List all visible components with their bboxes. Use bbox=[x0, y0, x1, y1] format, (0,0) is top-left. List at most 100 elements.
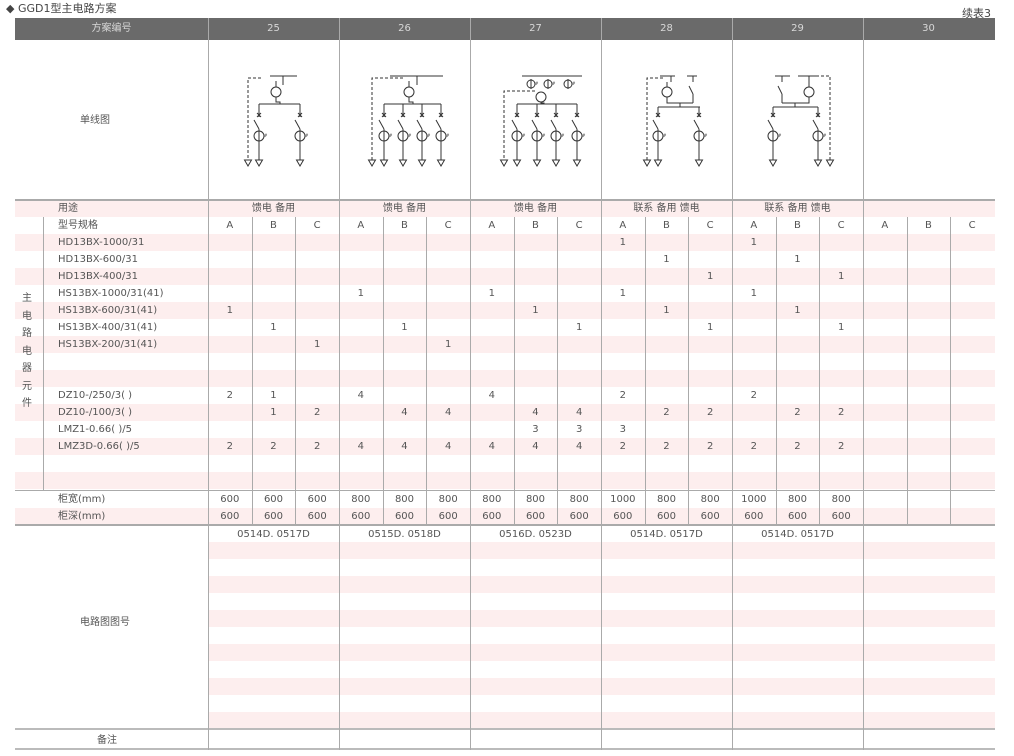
component-quantity: 2 bbox=[663, 441, 670, 452]
depth-value: 600 bbox=[569, 511, 589, 522]
width-value: 800 bbox=[656, 494, 677, 505]
svg-text:#: # bbox=[408, 133, 412, 138]
sub-column-header: A bbox=[357, 220, 365, 231]
component-quantity: 4 bbox=[357, 390, 365, 401]
divider bbox=[688, 217, 689, 525]
component-quantity: 1 bbox=[313, 339, 321, 350]
width-value: 800 bbox=[787, 494, 808, 505]
component-quantity: 2 bbox=[226, 441, 234, 452]
component-quantity: 2 bbox=[794, 441, 801, 452]
depth-value bbox=[950, 508, 994, 525]
component-name: HD13BX-600/31 bbox=[58, 254, 138, 265]
component-quantity: 1 bbox=[706, 322, 714, 333]
row-stripe bbox=[15, 268, 995, 285]
group-label-char: 电 bbox=[22, 345, 32, 357]
component-quantity: 2 bbox=[750, 390, 758, 401]
component-quantity: 2 bbox=[794, 407, 801, 418]
svg-text:#: # bbox=[704, 133, 708, 138]
component-quantity: 4 bbox=[488, 441, 496, 452]
sub-column-header: C bbox=[444, 220, 452, 231]
sub-column-header: A bbox=[488, 220, 496, 231]
divider bbox=[950, 217, 951, 525]
svg-text:#: # bbox=[542, 133, 546, 138]
width-value bbox=[950, 491, 994, 508]
sub-column-header: B bbox=[532, 220, 539, 231]
depth-label: 柜深(mm) bbox=[58, 511, 106, 522]
component-quantity: 1 bbox=[663, 254, 670, 265]
component-quantity: 4 bbox=[444, 441, 452, 452]
divider bbox=[252, 217, 253, 525]
row-stripe bbox=[15, 302, 995, 319]
component-name: LMZ1-0.66( )/5 bbox=[58, 424, 132, 435]
component-name: HS13BX-1000/31(41) bbox=[58, 288, 164, 299]
sub-column-header: A bbox=[619, 220, 627, 231]
component-quantity: 1 bbox=[750, 288, 758, 299]
divider bbox=[383, 217, 384, 525]
divider bbox=[15, 728, 995, 730]
depth-value: 600 bbox=[307, 511, 327, 522]
divider bbox=[514, 217, 515, 525]
circuit-number: 0514D. 0517D bbox=[630, 529, 703, 540]
svg-text:#: # bbox=[446, 133, 450, 138]
component-quantity: 1 bbox=[270, 407, 277, 418]
width-value: 800 bbox=[438, 494, 458, 505]
single-line-diagram: # # bbox=[601, 40, 732, 200]
svg-text:#: # bbox=[823, 133, 827, 138]
component-quantity: 4 bbox=[488, 390, 496, 401]
sub-column-header: A bbox=[750, 220, 758, 231]
row-stripe bbox=[15, 438, 995, 455]
svg-text:#: # bbox=[582, 133, 586, 138]
component-quantity: 1 bbox=[794, 305, 801, 316]
divider bbox=[776, 217, 777, 525]
circuit-number: 0514D. 0517D bbox=[237, 529, 310, 540]
scheme-number: 30 bbox=[922, 23, 935, 34]
row-stripe bbox=[15, 370, 995, 387]
component-quantity: 1 bbox=[532, 305, 539, 316]
usage-value bbox=[863, 200, 994, 217]
scheme-number: 27 bbox=[529, 23, 542, 34]
sub-column-header: B bbox=[270, 220, 277, 231]
width-value bbox=[907, 491, 951, 508]
component-quantity: 1 bbox=[663, 305, 670, 316]
width-value: 600 bbox=[307, 494, 327, 505]
component-quantity: 2 bbox=[706, 441, 714, 452]
component-quantity: 2 bbox=[313, 407, 321, 418]
component-quantity: 3 bbox=[619, 424, 627, 435]
sub-column-header: C bbox=[575, 220, 583, 231]
width-value: 600 bbox=[263, 494, 284, 505]
depth-value: 600 bbox=[656, 511, 677, 522]
diagram-label: 单线图 bbox=[80, 115, 110, 126]
sub-column-header: A bbox=[881, 220, 889, 231]
svg-text:#: # bbox=[264, 133, 268, 138]
depth-value: 600 bbox=[438, 511, 458, 522]
width-value: 800 bbox=[569, 494, 589, 505]
component-quantity: 2 bbox=[619, 441, 627, 452]
single-line-diagram: # # # # # # # bbox=[470, 40, 601, 200]
group-label-char: 主 bbox=[22, 293, 32, 304]
single-line-diagram: # # bbox=[732, 40, 863, 200]
sub-column-header: B bbox=[794, 220, 801, 231]
sub-column-header: B bbox=[925, 220, 932, 231]
single-line-diagram: # # bbox=[208, 40, 339, 200]
svg-text:#: # bbox=[663, 133, 667, 138]
svg-text:#: # bbox=[389, 133, 393, 138]
component-quantity: 2 bbox=[270, 441, 277, 452]
width-label: 柜宽(mm) bbox=[58, 494, 106, 505]
divider bbox=[15, 748, 995, 750]
group-label-char: 器 bbox=[22, 363, 32, 374]
group-label-char: 电 bbox=[22, 310, 32, 322]
circuit-number bbox=[863, 526, 994, 543]
component-quantity: 4 bbox=[357, 441, 365, 452]
circuit-diagram-icon: # # bbox=[767, 75, 835, 167]
divider bbox=[15, 490, 995, 491]
single-line-diagram: # # # # bbox=[339, 40, 470, 200]
row-stripe bbox=[15, 200, 995, 217]
header-label: 方案编号 bbox=[91, 23, 132, 34]
component-quantity: 4 bbox=[575, 407, 583, 418]
scheme-number: 25 bbox=[267, 23, 280, 34]
row-stripe bbox=[15, 234, 995, 251]
component-quantity: 1 bbox=[619, 237, 627, 248]
table-header-bar bbox=[15, 18, 995, 40]
usage-label: 用途 bbox=[58, 203, 78, 214]
divider bbox=[43, 217, 44, 490]
